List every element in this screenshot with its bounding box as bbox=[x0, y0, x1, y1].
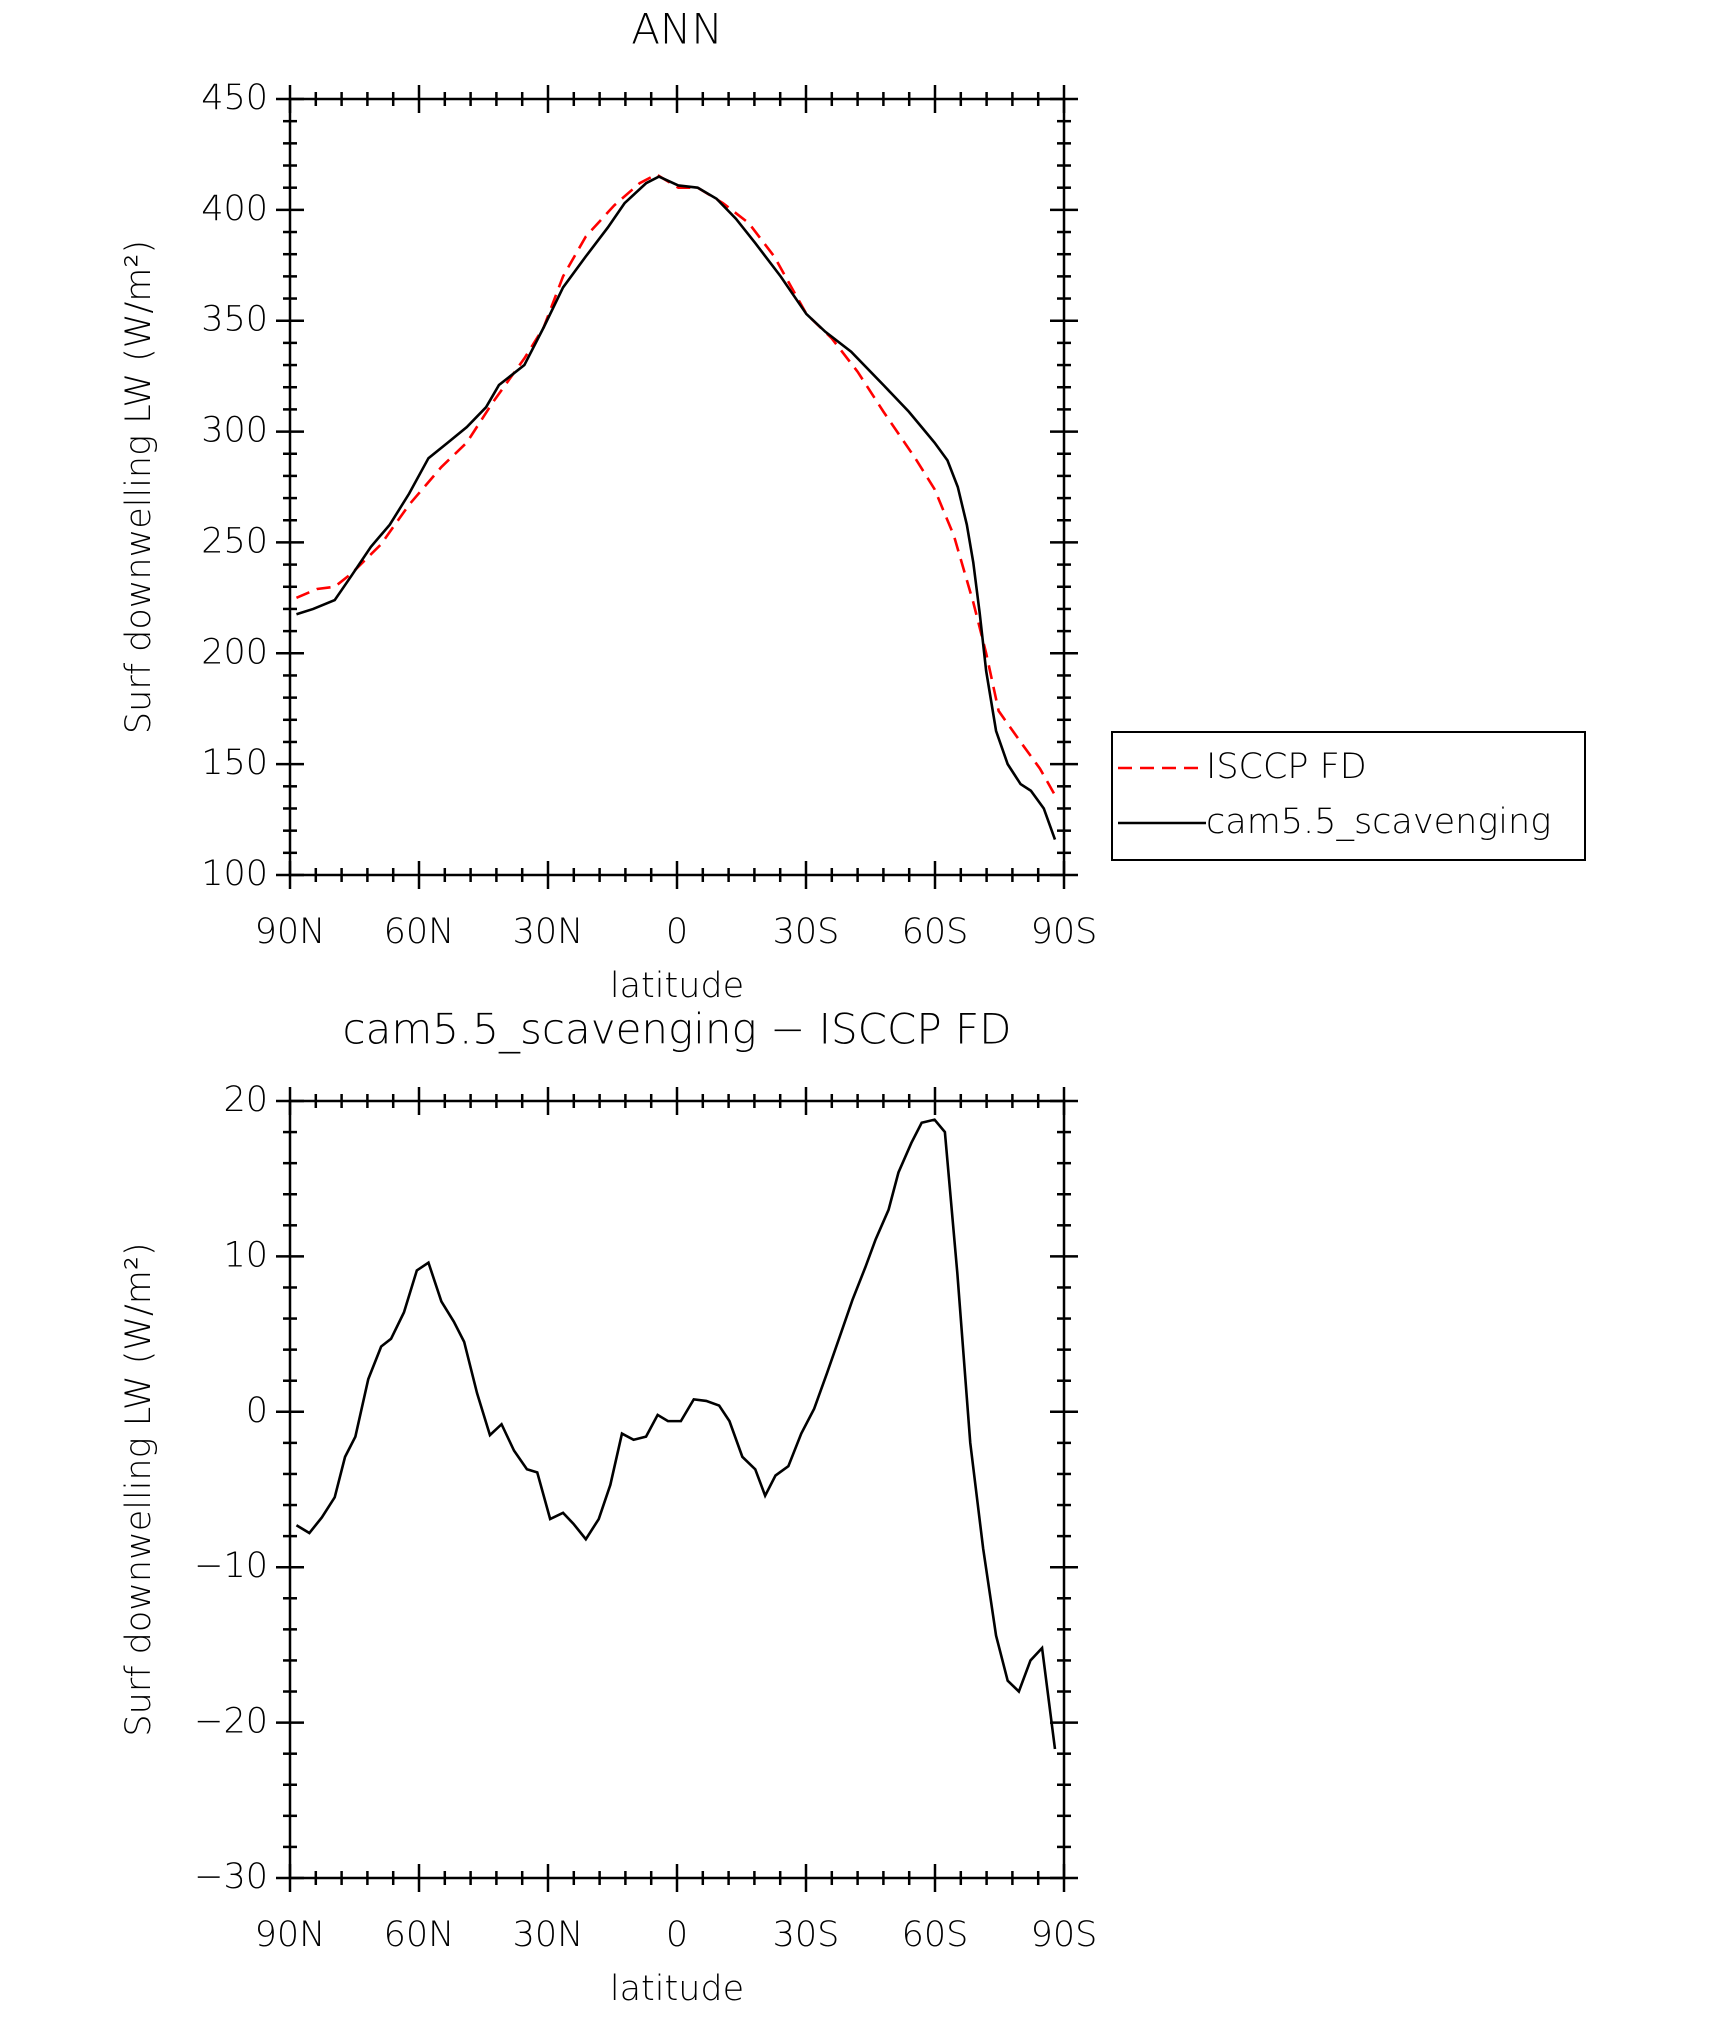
y-axis-label: Surf downwelling LW (W/m²) bbox=[119, 240, 159, 734]
legend-box bbox=[1111, 731, 1586, 861]
y-tick-label: 100 bbox=[201, 854, 268, 894]
y-tick-label: 10 bbox=[223, 1235, 268, 1275]
y-tick-label: 450 bbox=[201, 78, 268, 118]
x-tick-label: 60S bbox=[902, 912, 969, 952]
y-tick-label: 150 bbox=[201, 743, 268, 783]
chart-title: ANN bbox=[631, 5, 723, 54]
x-tick-label: 30S bbox=[773, 912, 840, 952]
y-tick-label: −30 bbox=[194, 1857, 268, 1897]
x-tick-label: 90S bbox=[1031, 1915, 1098, 1955]
x-tick-label: 30N bbox=[513, 912, 584, 952]
data-line bbox=[295, 172, 1057, 796]
chart-title: cam5.5_scavenging − ISCCP FD bbox=[342, 1005, 1011, 1054]
legend-label: ISCCP FD bbox=[1206, 747, 1367, 787]
x-tick-label: 0 bbox=[666, 1915, 688, 1955]
x-tick-label: 60S bbox=[902, 1915, 969, 1955]
y-tick-label: 350 bbox=[201, 300, 268, 340]
y-tick-label: 250 bbox=[201, 521, 268, 561]
y-tick-label: −20 bbox=[194, 1702, 268, 1742]
x-tick-label: 60N bbox=[384, 912, 455, 952]
x-tick-label: 60N bbox=[384, 1915, 455, 1955]
plot-frame bbox=[288, 1099, 1066, 1880]
legend-label: cam5.5_scavenging bbox=[1206, 802, 1551, 842]
x-tick-label: 90N bbox=[255, 912, 326, 952]
x-axis-label: latitude bbox=[610, 966, 744, 1006]
plot-frame bbox=[288, 97, 1066, 877]
data-line bbox=[295, 1118, 1057, 1750]
x-tick-label: 0 bbox=[666, 912, 688, 952]
y-tick-label: 400 bbox=[201, 189, 268, 229]
x-axis-label: latitude bbox=[610, 1969, 744, 2009]
y-tick-label: 20 bbox=[223, 1080, 268, 1120]
y-tick-label: −10 bbox=[194, 1546, 268, 1586]
y-tick-label: 200 bbox=[201, 632, 268, 672]
y-tick-label: 300 bbox=[201, 411, 268, 451]
y-tick-label: 0 bbox=[246, 1391, 268, 1431]
x-tick-label: 30S bbox=[773, 1915, 840, 1955]
y-axis-label: Surf downwelling LW (W/m²) bbox=[119, 1242, 159, 1736]
x-tick-label: 90S bbox=[1031, 912, 1098, 952]
x-tick-label: 90N bbox=[255, 1915, 326, 1955]
x-tick-label: 30N bbox=[513, 1915, 584, 1955]
data-line bbox=[296, 175, 1057, 840]
